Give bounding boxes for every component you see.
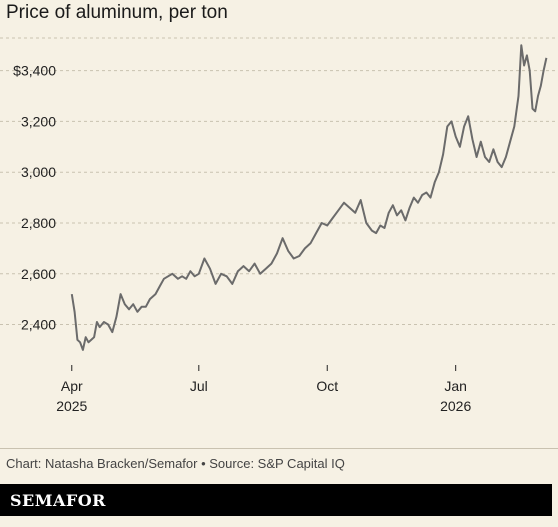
y-tick-label: 2,400	[21, 317, 56, 333]
semafor-logo: SEMAFOR	[10, 491, 106, 510]
y-tick-label: 3,200	[21, 113, 56, 129]
x-tick-year-label: 2025	[56, 398, 87, 414]
x-tick-label: Jul	[190, 378, 208, 394]
chart-title: Price of aluminum, per ton	[6, 2, 228, 23]
x-tick-year-label: 2026	[440, 398, 471, 414]
price-line	[70, 44, 548, 351]
x-tick-label: Apr	[61, 378, 83, 394]
x-tick-label: Oct	[316, 378, 338, 394]
y-tick-label: $3,400	[13, 63, 56, 79]
brand-bar: SEMAFOR	[0, 484, 552, 516]
y-tick-label: 2,800	[21, 215, 56, 231]
source-credit: Chart: Natasha Bracken/Semafor • Source:…	[6, 456, 345, 471]
x-axis-ticks: Apr 2025 Jul Oct Jan 2026	[56, 365, 471, 414]
y-tick-label: 2,600	[21, 266, 56, 282]
y-axis-labels: 2,400 2,600 2,800 3,000 3,200 $3,400	[13, 63, 56, 333]
grid-lines	[0, 37, 558, 326]
line-chart: 2,400 2,600 2,800 3,000 3,200 $3,400 Apr 2025 J…	[0, 37, 558, 414]
divider	[0, 448, 558, 449]
x-tick-label: Jan	[444, 378, 467, 394]
y-tick-label: 3,000	[21, 164, 56, 180]
